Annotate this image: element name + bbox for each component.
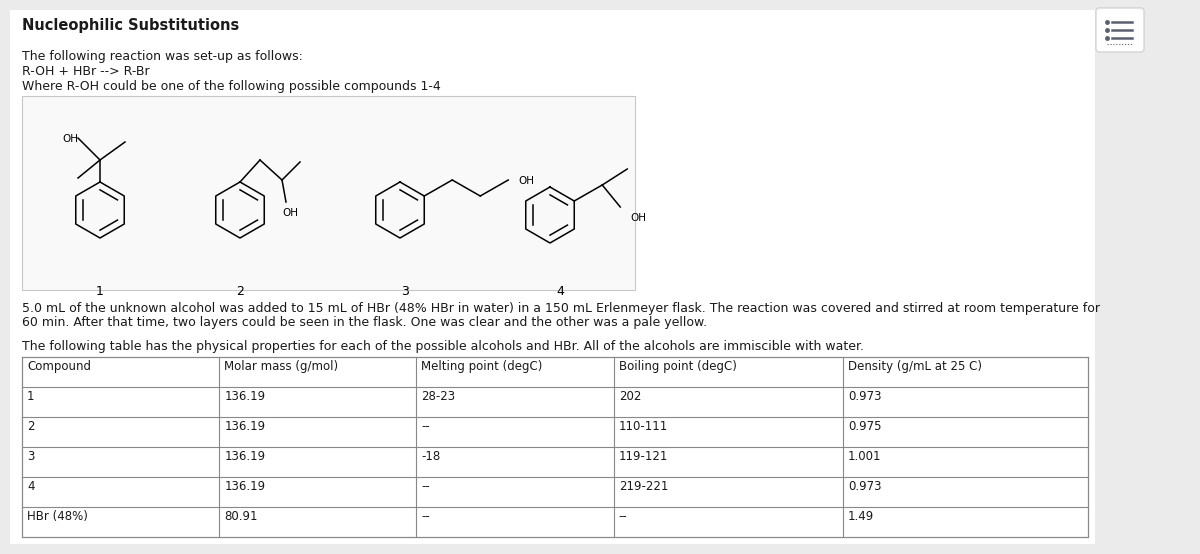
Text: R-OH + HBr --> R-Br: R-OH + HBr --> R-Br xyxy=(22,65,150,78)
Text: 60 min. After that time, two layers could be seen in the flask. One was clear an: 60 min. After that time, two layers coul… xyxy=(22,316,707,329)
Text: Boiling point (degC): Boiling point (degC) xyxy=(619,360,737,373)
Text: 136.19: 136.19 xyxy=(224,450,265,463)
Text: OH: OH xyxy=(282,208,298,218)
Text: --: -- xyxy=(421,420,430,433)
FancyBboxPatch shape xyxy=(1096,8,1144,52)
Text: --: -- xyxy=(421,510,430,523)
Text: 4: 4 xyxy=(28,480,35,493)
Text: 2: 2 xyxy=(28,420,35,433)
Text: The following reaction was set-up as follows:: The following reaction was set-up as fol… xyxy=(22,50,302,63)
Text: 0.975: 0.975 xyxy=(848,420,881,433)
Text: OH: OH xyxy=(62,134,78,144)
Text: 136.19: 136.19 xyxy=(224,390,265,403)
Text: 4: 4 xyxy=(556,285,564,298)
Text: Melting point (degC): Melting point (degC) xyxy=(421,360,542,373)
Text: The following table has the physical properties for each of the possible alcohol: The following table has the physical pro… xyxy=(22,340,864,353)
Bar xyxy=(22,96,635,290)
Text: --: -- xyxy=(421,480,430,493)
Text: 136.19: 136.19 xyxy=(224,420,265,433)
Text: 5.0 mL of the unknown alcohol was added to 15 mL of HBr (48% HBr in water) in a : 5.0 mL of the unknown alcohol was added … xyxy=(22,302,1100,315)
Text: 1: 1 xyxy=(96,285,104,298)
Text: HBr (48%): HBr (48%) xyxy=(28,510,88,523)
Text: 202: 202 xyxy=(619,390,641,403)
Text: 1.001: 1.001 xyxy=(848,450,881,463)
Text: 119-121: 119-121 xyxy=(619,450,668,463)
Text: 3: 3 xyxy=(28,450,35,463)
Text: 0.973: 0.973 xyxy=(848,480,881,493)
Text: 1.49: 1.49 xyxy=(848,510,874,523)
Text: 28-23: 28-23 xyxy=(421,390,456,403)
Text: OH: OH xyxy=(630,213,647,223)
Text: 219-221: 219-221 xyxy=(619,480,668,493)
Text: --: -- xyxy=(619,510,628,523)
Text: 1: 1 xyxy=(28,390,35,403)
Text: 110-111: 110-111 xyxy=(619,420,668,433)
Text: OH: OH xyxy=(518,176,534,186)
Text: Nucleophilic Substitutions: Nucleophilic Substitutions xyxy=(22,18,239,33)
Bar xyxy=(22,357,1088,537)
Text: 0.973: 0.973 xyxy=(848,390,881,403)
Text: Density (g/mL at 25 C): Density (g/mL at 25 C) xyxy=(848,360,982,373)
Text: 80.91: 80.91 xyxy=(224,510,258,523)
Text: Compound: Compound xyxy=(28,360,91,373)
Text: Where R-OH could be one of the following possible compounds 1-4: Where R-OH could be one of the following… xyxy=(22,80,440,93)
Text: -18: -18 xyxy=(421,450,440,463)
Text: 136.19: 136.19 xyxy=(224,480,265,493)
Text: 3: 3 xyxy=(401,285,409,298)
Text: 2: 2 xyxy=(236,285,244,298)
Text: Molar mass (g/mol): Molar mass (g/mol) xyxy=(224,360,338,373)
